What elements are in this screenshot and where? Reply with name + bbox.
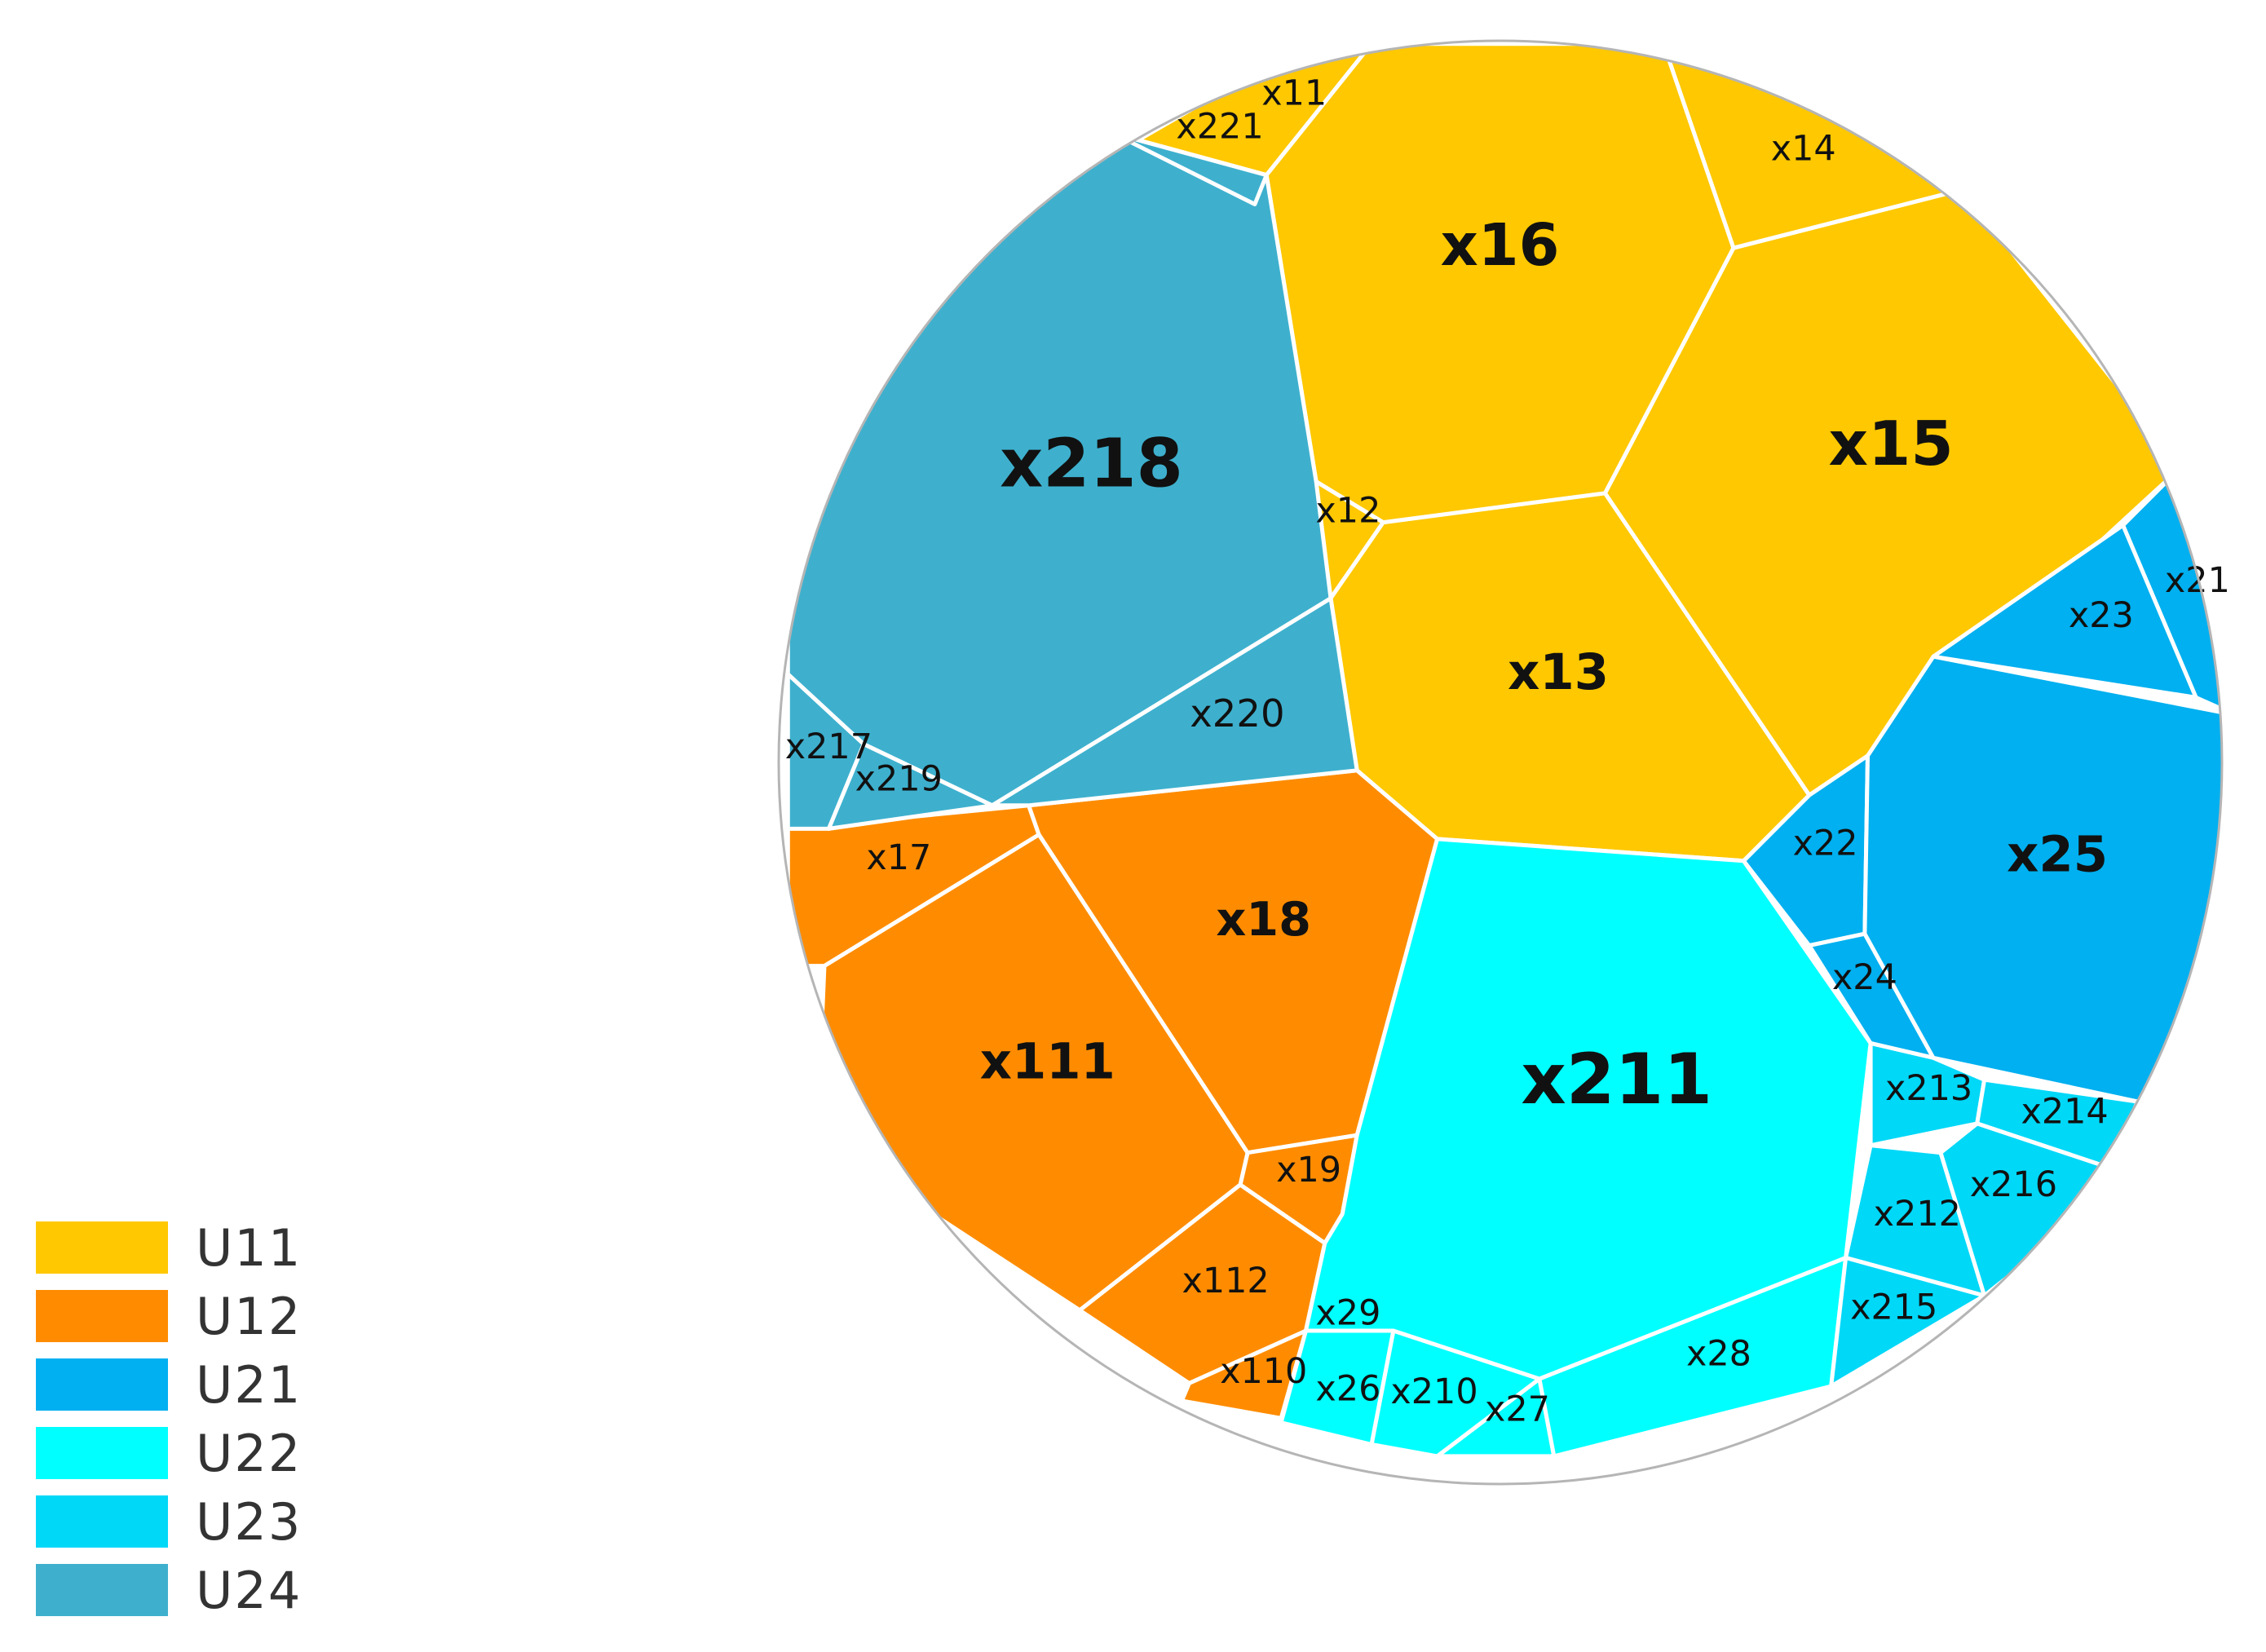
cell-label-x18: x18 xyxy=(1216,892,1311,947)
legend-item-u12: U12 xyxy=(36,1282,302,1350)
cell-label-x214: x214 xyxy=(2021,1092,2108,1133)
cell-x211 xyxy=(1304,837,1873,1381)
legend-item-u11: U11 xyxy=(36,1213,302,1282)
cell-label-x22: x22 xyxy=(1793,823,1858,864)
cell-label-x14: x14 xyxy=(1771,129,1836,170)
cell-label-x111: x111 xyxy=(980,1034,1115,1091)
legend-label: U21 xyxy=(196,1354,303,1415)
legend-item-u23: U23 xyxy=(36,1487,302,1556)
cell-label-x210: x210 xyxy=(1390,1372,1478,1412)
cell-label-x212: x212 xyxy=(1874,1194,1961,1235)
legend-swatch xyxy=(36,1290,168,1342)
legend-label: U11 xyxy=(196,1217,303,1278)
legend: U11 U12 U21 U22 U23 U24 xyxy=(36,1213,302,1624)
legend-label: U22 xyxy=(196,1423,303,1483)
cell-label-x19: x19 xyxy=(1276,1150,1341,1190)
cell-label-x26: x26 xyxy=(1315,1369,1380,1410)
legend-swatch xyxy=(36,1495,168,1548)
legend-item-u24: U24 xyxy=(36,1556,302,1624)
cell-label-x110: x110 xyxy=(1220,1351,1307,1392)
cell-label-x15: x15 xyxy=(1829,408,1954,479)
legend-label: U23 xyxy=(196,1491,303,1552)
cell-label-x16: x16 xyxy=(1441,211,1560,279)
cell-label-x219: x219 xyxy=(855,759,943,800)
cell-label-x218: x218 xyxy=(1000,426,1183,503)
legend-swatch xyxy=(36,1564,168,1616)
cell-label-x11: x11 xyxy=(1261,73,1327,114)
cell-label-x215: x215 xyxy=(1850,1287,1937,1327)
cell-label-x28: x28 xyxy=(1686,1334,1751,1375)
cell-label-x24: x24 xyxy=(1832,957,1897,998)
cell-label-x13: x13 xyxy=(1508,644,1609,701)
cell-x220 xyxy=(990,596,1359,808)
cell-label-x25: x25 xyxy=(2007,827,2108,884)
cell-label-x112: x112 xyxy=(1182,1261,1269,1301)
cell-label-x213: x213 xyxy=(1885,1068,1972,1109)
cell-label-x23: x23 xyxy=(2069,595,2134,636)
cell-x215 xyxy=(1829,1256,1987,1389)
chart-outline xyxy=(777,39,2224,1486)
legend-item-u22: U22 xyxy=(36,1419,302,1487)
cell-label-x220: x220 xyxy=(1190,691,1284,735)
cell-label-x27: x27 xyxy=(1485,1389,1550,1430)
cell-label-x12: x12 xyxy=(1315,490,1380,531)
cell-x112 xyxy=(1077,1182,1327,1385)
cell-label-x21: x21 xyxy=(2165,560,2230,601)
cell-label-x221: x221 xyxy=(1176,107,1263,148)
cell-x219 xyxy=(826,742,995,831)
legend-swatch xyxy=(36,1358,168,1411)
cell-label-x217: x217 xyxy=(785,727,872,767)
legend-label: U24 xyxy=(196,1560,303,1620)
cell-x23 xyxy=(1931,523,2198,700)
cell-label-x17: x17 xyxy=(866,837,931,878)
cell-label-x29: x29 xyxy=(1315,1293,1380,1334)
cell-label-x211: x211 xyxy=(1521,1039,1712,1120)
legend-swatch xyxy=(36,1221,168,1274)
legend-label: U12 xyxy=(196,1286,303,1346)
legend-item-u21: U21 xyxy=(36,1350,302,1419)
cell-label-x216: x216 xyxy=(1970,1164,2057,1205)
legend-swatch xyxy=(36,1427,168,1479)
